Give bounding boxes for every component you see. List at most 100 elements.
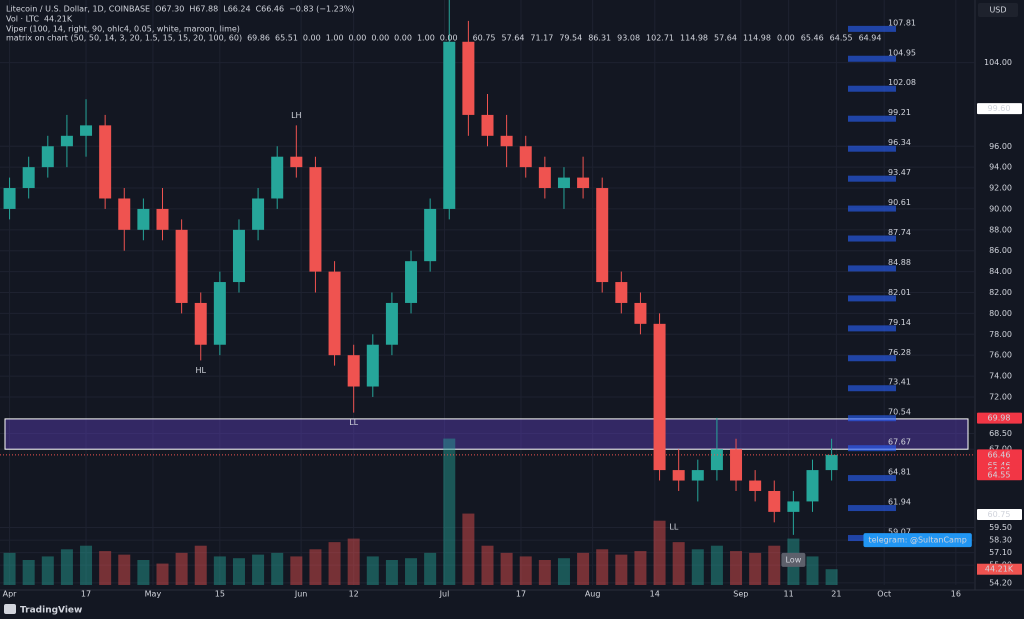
annotation-box [781, 552, 806, 567]
volume-bar [22, 560, 35, 585]
volume-bar [405, 558, 418, 585]
level-label: 102.08 [888, 78, 916, 87]
indicator-value: 79.54 [559, 34, 582, 43]
volume-label-box [977, 563, 1022, 575]
level-label: 99.21 [888, 108, 911, 117]
ohlc-value: L66.24 [223, 5, 250, 14]
indicator-value: 1.00 [326, 34, 344, 43]
zone [4, 418, 969, 450]
candle-body [768, 490, 781, 512]
volume-bar [80, 545, 93, 585]
level-label: 64.81 [888, 468, 911, 477]
indicator-value: 102.71 [646, 34, 674, 43]
x-tick-label: 14 [650, 590, 660, 599]
candle-body [749, 480, 762, 491]
y-tick-label: 90.00 [989, 204, 1012, 213]
symbol-title: Litecoin / U.S. Dollar, 1D, COINBASE [6, 5, 150, 14]
indicator-value: 44.21K [44, 15, 73, 24]
volume-bar [557, 558, 570, 585]
y-tick-label: 92.00 [989, 184, 1012, 193]
x-tick-label: Sep [733, 590, 748, 599]
y-tick-label: 104.00 [984, 58, 1012, 67]
level-bar [848, 55, 896, 62]
candle-body [232, 229, 245, 283]
volume-bar [156, 563, 169, 585]
volume-bar [385, 560, 398, 585]
level-bar [848, 25, 896, 32]
volume-bar [672, 542, 685, 585]
candle-body [481, 114, 494, 136]
indicator-value: 64.55 [830, 34, 853, 43]
y-tick-label: 78.00 [989, 330, 1012, 339]
x-tick-label: 17 [81, 590, 91, 599]
level-label: 59.07 [888, 528, 911, 537]
volume-bar [749, 552, 762, 585]
y-tick-label: 76.00 [989, 351, 1012, 360]
level-label: 73.41 [888, 378, 911, 387]
volume-bar [232, 558, 245, 585]
candle-body [787, 501, 800, 512]
volume-bar [634, 551, 647, 585]
currency-box[interactable] [978, 3, 1018, 17]
x-tick-label: 21 [831, 590, 841, 599]
volume-bar [137, 560, 150, 585]
indicator-value: 57.64 [714, 34, 737, 43]
level-bar [848, 505, 896, 512]
indicator-title: Vol · LTC [6, 15, 39, 24]
level-bar [848, 85, 896, 92]
volume-bar [653, 520, 666, 585]
x-tick-label: May [145, 590, 162, 599]
indicator-value: 86.31 [588, 34, 611, 43]
candle-body [538, 167, 551, 189]
level-bar [848, 265, 896, 272]
annotation: telegram: @SultanCamp [868, 536, 966, 545]
level-label: 87.74 [888, 228, 911, 237]
candle-body [3, 188, 16, 209]
x-tick-label: Aug [585, 590, 601, 599]
candle-body [577, 177, 590, 189]
indicator-value: 0.00 [303, 34, 321, 43]
volume-bar [481, 545, 494, 585]
currency[interactable]: USD [989, 6, 1006, 15]
candle-body [825, 454, 838, 471]
price-label-box [977, 469, 1022, 481]
volume-bar [577, 552, 590, 585]
level-label: 104.95 [888, 48, 916, 57]
candle-body [615, 282, 628, 303]
indicator-value: 114.98 [680, 34, 708, 43]
y-tick-label: 80.00 [989, 309, 1012, 318]
level-bar [848, 175, 896, 182]
volume-bar [710, 545, 723, 585]
level-label: 76.28 [888, 348, 911, 357]
x-tick-label: 12 [349, 590, 359, 599]
annotation: HL [195, 366, 206, 375]
indicator-value: 69.86 [247, 34, 270, 43]
volume-bar [175, 552, 188, 585]
candle-body [328, 271, 341, 356]
price-label-box [977, 508, 1022, 520]
brand[interactable]: TradingView [20, 606, 82, 616]
candle-body [443, 41, 456, 209]
candle-body [500, 135, 513, 147]
y-tick-label: 96.00 [989, 142, 1012, 151]
annotation-box [863, 533, 972, 548]
candle-body [137, 208, 150, 230]
x-tick-label: Jul [439, 590, 450, 599]
level-bar [848, 445, 896, 452]
volume-bar [825, 569, 838, 585]
candle-body [462, 41, 475, 115]
x-tick-label: 15 [215, 590, 225, 599]
volume-bar [99, 551, 112, 585]
x-tick-label: 17 [516, 590, 526, 599]
volume-bar [768, 545, 781, 585]
indicator-value: 0.00 [371, 34, 389, 43]
x-tick-label: Oct [877, 590, 891, 599]
y-tick-label: 88.00 [989, 225, 1012, 234]
indicator-value: 65.46 [801, 34, 824, 43]
annotation: LL [349, 418, 358, 427]
indicator-title: matrix on chart (50, 50, 14, 3, 20, 1.5,… [6, 34, 242, 43]
volume-bar [615, 554, 628, 585]
y-tick-label: 58.30 [989, 536, 1012, 545]
x-tick-label: 11 [784, 590, 794, 599]
